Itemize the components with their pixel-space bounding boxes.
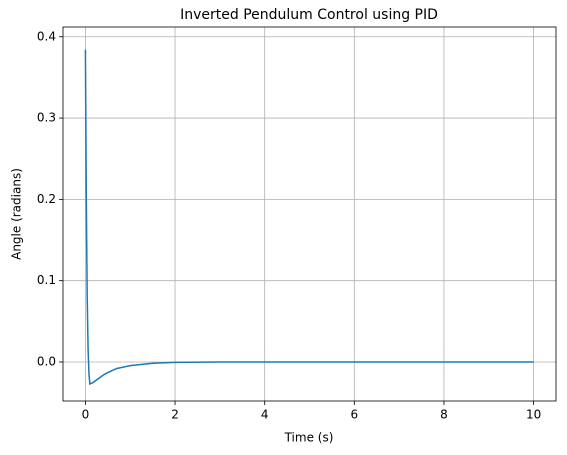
x-tick-label: 8: [440, 408, 448, 422]
x-tick-label: 10: [526, 408, 541, 422]
x-tick-label: 2: [171, 408, 179, 422]
x-tick-label: 4: [261, 408, 269, 422]
plot-frame: [62, 26, 557, 402]
data-line: [84, 49, 534, 385]
x-tick-label: 0: [82, 408, 90, 422]
x-tick-label: 6: [350, 408, 358, 422]
y-tick-label: 0.3: [37, 111, 56, 125]
y-tick-label: 0.4: [37, 29, 56, 43]
y-axis-label: Angle (radians): [10, 168, 24, 260]
y-tick-label: 0.2: [37, 192, 56, 206]
y-tick-label: 0.1: [37, 273, 56, 287]
y-tick-label: 0.0: [37, 354, 56, 368]
x-axis-label: Time (s): [284, 431, 334, 445]
chart-title: Inverted Pendulum Control using PID: [180, 7, 438, 23]
